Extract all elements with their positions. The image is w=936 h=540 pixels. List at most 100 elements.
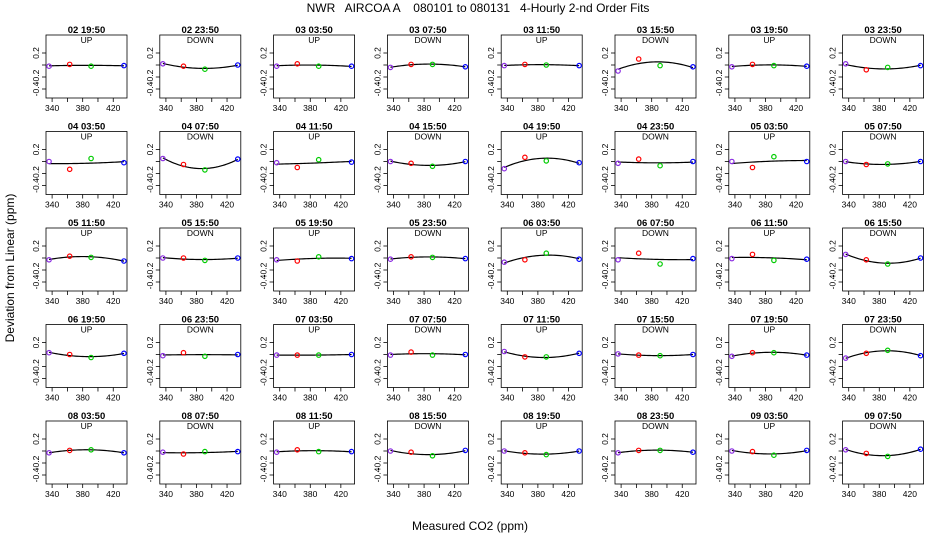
data-point (180, 255, 187, 261)
x-tick-label: 380 (645, 103, 659, 113)
y-tick-label: -0.2 (145, 69, 155, 84)
x-tick-label: 420 (789, 489, 803, 499)
panel-title: 05 15:50 (182, 218, 220, 229)
y-tick-label: -0.2 (828, 359, 838, 374)
panel-direction: UP (81, 35, 93, 45)
x-tick-label: 380 (417, 103, 431, 113)
fit-curve (504, 254, 580, 264)
data-point (429, 352, 436, 358)
x-tick-label: 420 (561, 103, 575, 113)
panel-title: 08 19:50 (523, 411, 561, 422)
data-point (160, 155, 166, 162)
panel-frame (614, 324, 697, 388)
panel-title: 04 23:50 (637, 122, 675, 133)
data-point (429, 163, 436, 170)
x-tick-label: 420 (561, 489, 575, 499)
y-tick-label: -0.2 (600, 359, 610, 374)
data-point (690, 64, 696, 70)
x-tick-label: 340 (728, 296, 742, 306)
x-tick-label: 340 (273, 489, 287, 499)
fit-curve (731, 351, 807, 357)
data-point (884, 347, 891, 354)
x-tick-label: 380 (189, 296, 203, 306)
panel-title: 05 23:50 (409, 218, 447, 229)
x-tick-label: 380 (758, 393, 772, 403)
y-tick-label: -0.2 (600, 262, 610, 277)
data-point (273, 159, 280, 166)
x-tick-label: 340 (159, 200, 173, 210)
y-tick-label: -0.2 (372, 69, 382, 84)
data-point (348, 63, 355, 69)
panel-title: 07 15:50 (637, 315, 675, 326)
data-point (348, 351, 355, 358)
y-tick-label: -0.2 (31, 262, 41, 277)
y-tick-label: 0.2 (259, 47, 269, 59)
data-point (273, 352, 280, 358)
y-tick-label: -0.4 (372, 371, 382, 386)
x-tick-label: 420 (903, 103, 917, 113)
data-point (543, 451, 550, 458)
y-tick-label: -0.4 (259, 371, 269, 386)
panel-direction: UP (763, 421, 775, 431)
x-tick-label: 380 (758, 103, 772, 113)
data-point (408, 61, 414, 68)
panel-frame (842, 324, 924, 388)
fit-curve (162, 157, 239, 170)
data-point (749, 448, 756, 455)
x-tick-label: 420 (106, 296, 120, 306)
panel-direction: UP (308, 35, 320, 45)
panel-title: 06 19:50 (68, 315, 106, 326)
y-tick-label: 0.2 (600, 240, 610, 252)
data-point (657, 352, 663, 359)
y-tick-label: -0.2 (486, 262, 496, 277)
panel-direction: DOWN (187, 228, 214, 238)
y-tick-label: 0.2 (714, 47, 724, 59)
x-tick-label: 420 (789, 296, 803, 306)
y-tick-label: -0.2 (31, 69, 41, 84)
x-tick-label: 340 (273, 200, 287, 210)
data-point (234, 62, 241, 68)
fit-curve (731, 64, 807, 68)
y-tick-label: -0.4 (31, 81, 41, 96)
panel-frame (45, 131, 128, 195)
data-point (348, 448, 355, 455)
y-tick-label: -0.4 (714, 371, 724, 386)
x-tick-label: 380 (645, 489, 659, 499)
x-tick-label: 340 (614, 296, 628, 306)
panel-frame (500, 227, 583, 292)
panel-direction: DOWN (414, 228, 441, 238)
x-tick-label: 340 (273, 393, 287, 403)
data-point (88, 63, 94, 69)
data-point (234, 351, 241, 358)
y-tick-label: -0.4 (714, 81, 724, 96)
y-tick-label: -0.4 (372, 81, 382, 96)
panel-title: 07 19:50 (751, 315, 789, 326)
y-tick-label: 0.2 (486, 47, 496, 59)
fit-curve (162, 257, 238, 261)
data-point (576, 62, 582, 69)
x-tick-label: 420 (334, 296, 348, 306)
fit-curve (276, 160, 352, 165)
fit-curve (48, 449, 125, 454)
data-point (842, 158, 849, 165)
data-point (348, 159, 355, 165)
panel-frame (45, 324, 128, 388)
y-tick-label: -0.4 (31, 274, 41, 289)
data-point (803, 63, 810, 69)
panel-direction: DOWN (414, 421, 441, 431)
y-tick-label: 0.2 (486, 143, 496, 155)
y-tick-label: -0.2 (714, 166, 724, 181)
x-tick-label: 380 (417, 489, 431, 499)
data-point (771, 62, 777, 69)
panel-title: 07 11:50 (523, 315, 560, 326)
x-tick-label: 380 (645, 296, 659, 306)
data-point (543, 354, 550, 360)
fit-curve (162, 450, 238, 454)
x-tick-label: 380 (531, 200, 545, 210)
x-tick-label: 340 (728, 200, 742, 210)
y-tick-label: 0.2 (714, 143, 724, 155)
